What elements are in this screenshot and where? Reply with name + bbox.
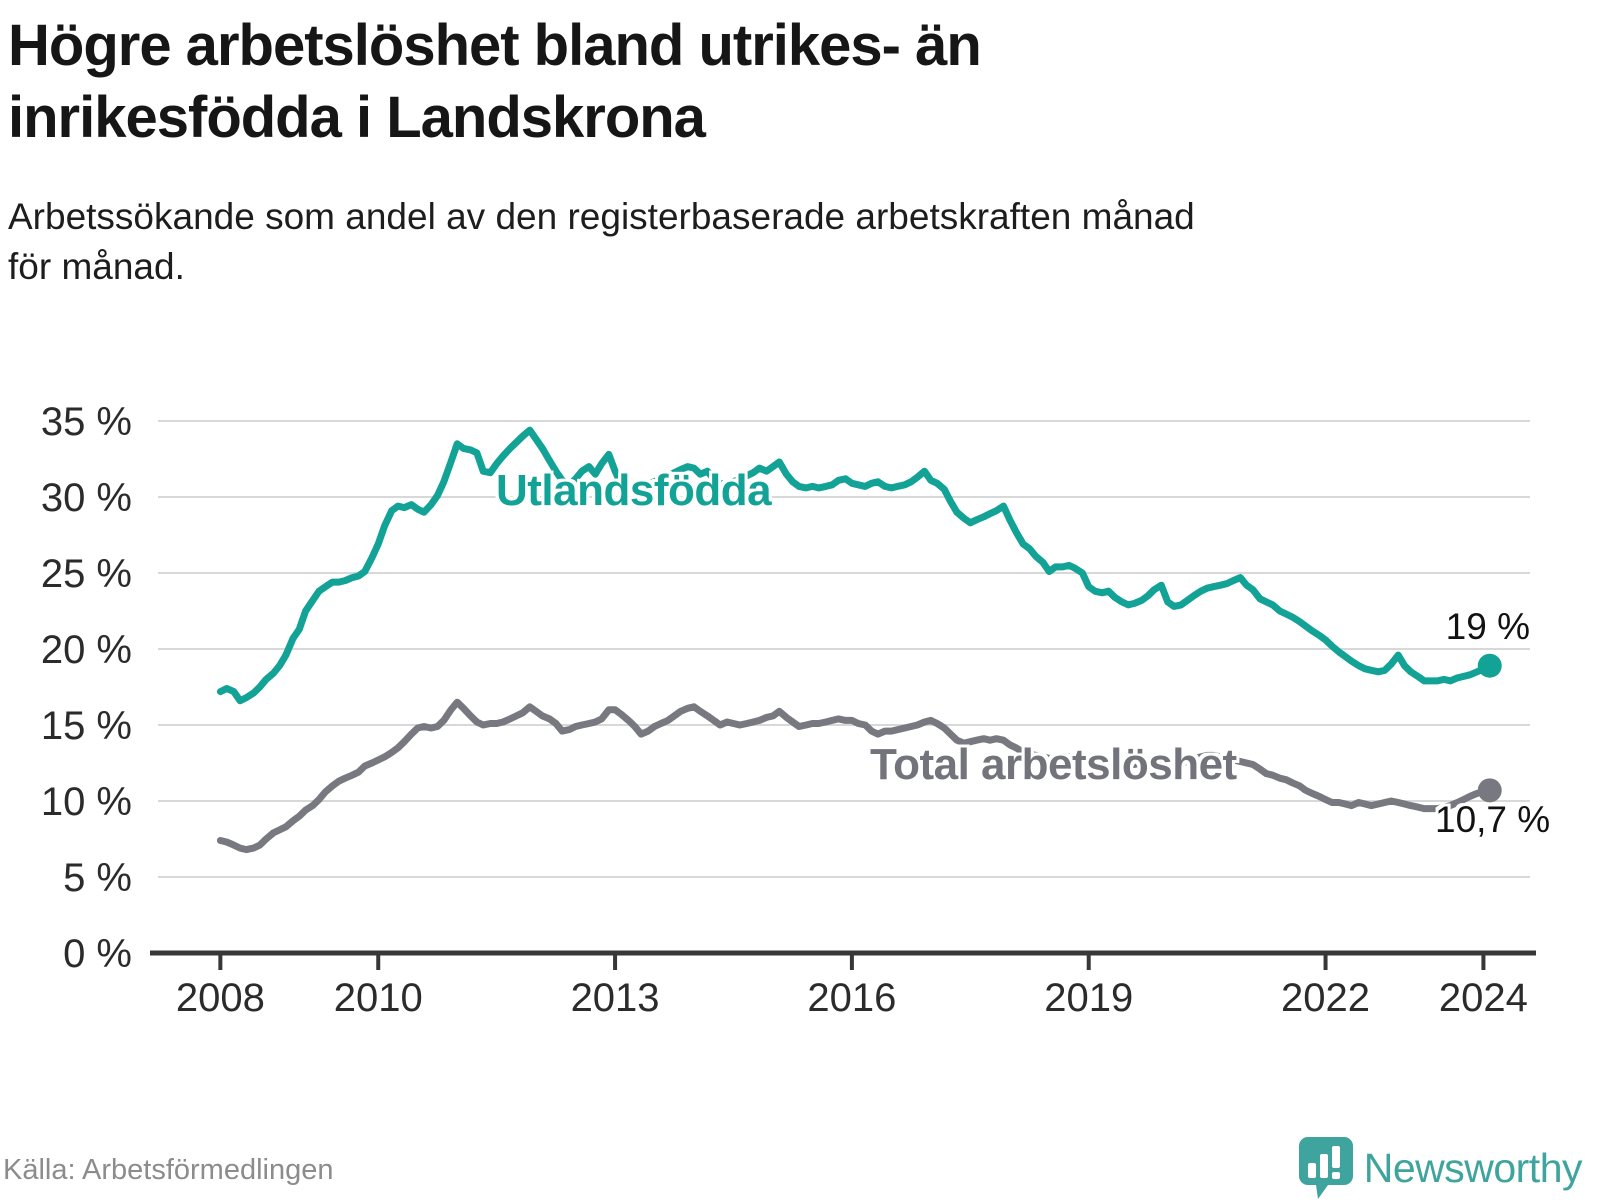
series-label-total-arbetsloshet: Total arbetslöshet bbox=[870, 740, 1237, 789]
y-tick-label: 35 % bbox=[41, 400, 132, 444]
y-tick-label: 0 % bbox=[63, 932, 132, 976]
x-tick-label: 2010 bbox=[334, 976, 423, 1020]
y-tick-label: 5 % bbox=[63, 856, 132, 900]
end-value-label-total: 10,7 % bbox=[1435, 799, 1551, 840]
series-line-0 bbox=[216, 426, 1494, 705]
x-tick-label: 2008 bbox=[176, 976, 265, 1020]
x-tick-label: 2024 bbox=[1439, 976, 1528, 1020]
source-note: Källa: Arbetsförmedlingen bbox=[3, 1154, 334, 1186]
series-label-utlandsfodda: Utlandsfödda bbox=[496, 466, 772, 515]
y-tick-label: 25 % bbox=[41, 552, 132, 596]
end-value-label-utlandsfodda: 19 % bbox=[1445, 606, 1530, 647]
series-end-dot-1 bbox=[1477, 778, 1502, 803]
chart-subtitle: Arbetssökande som andel av den registerb… bbox=[8, 196, 1195, 287]
series-line-1 bbox=[216, 698, 1494, 854]
x-tick-label: 2016 bbox=[807, 976, 896, 1020]
y-tick-label: 30 % bbox=[41, 476, 132, 520]
x-tick-label: 2013 bbox=[571, 976, 660, 1020]
y-tick-label: 15 % bbox=[41, 704, 132, 748]
newsworthy-logo-text: Newsworthy bbox=[1363, 1144, 1583, 1191]
series-end-dot-0 bbox=[1477, 653, 1502, 678]
x-tick-label: 2019 bbox=[1044, 976, 1133, 1020]
chart-title: Högre arbetslöshet bland utrikes- än inr… bbox=[8, 13, 982, 150]
newsworthy-logo-icon bbox=[1298, 1137, 1353, 1199]
y-tick-label: 20 % bbox=[41, 628, 132, 672]
x-tick-label: 2022 bbox=[1281, 976, 1370, 1020]
newsworthy-logo: Newsworthy bbox=[1298, 1136, 1583, 1200]
y-tick-label: 10 % bbox=[41, 780, 132, 824]
